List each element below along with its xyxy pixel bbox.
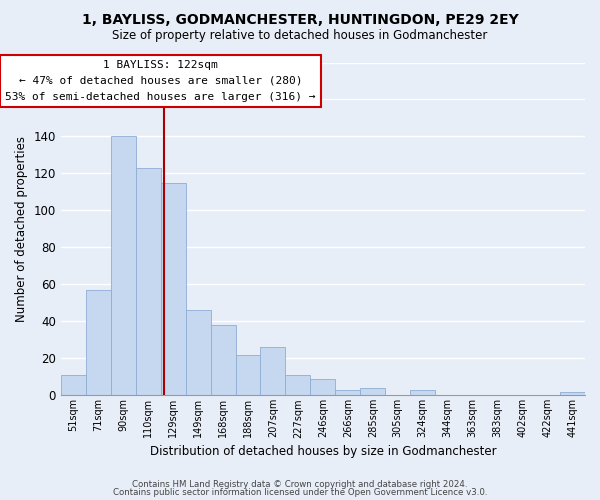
Y-axis label: Number of detached properties: Number of detached properties bbox=[15, 136, 28, 322]
Bar bbox=[410, 390, 435, 396]
Text: 1, BAYLISS, GODMANCHESTER, HUNTINGDON, PE29 2EY: 1, BAYLISS, GODMANCHESTER, HUNTINGDON, P… bbox=[82, 12, 518, 26]
Bar bbox=[161, 182, 185, 396]
Text: Contains HM Land Registry data © Crown copyright and database right 2024.: Contains HM Land Registry data © Crown c… bbox=[132, 480, 468, 489]
Bar bbox=[111, 136, 136, 396]
Bar bbox=[310, 378, 335, 396]
Bar bbox=[361, 388, 385, 396]
Bar bbox=[211, 325, 236, 396]
Text: Size of property relative to detached houses in Godmanchester: Size of property relative to detached ho… bbox=[112, 29, 488, 42]
Text: Contains public sector information licensed under the Open Government Licence v3: Contains public sector information licen… bbox=[113, 488, 487, 497]
Bar bbox=[61, 375, 86, 396]
Bar bbox=[286, 375, 310, 396]
Bar bbox=[335, 390, 361, 396]
X-axis label: Distribution of detached houses by size in Godmanchester: Distribution of detached houses by size … bbox=[149, 444, 496, 458]
Bar bbox=[236, 354, 260, 396]
Bar bbox=[260, 347, 286, 396]
Text: 1 BAYLISS: 122sqm
← 47% of detached houses are smaller (280)
53% of semi-detache: 1 BAYLISS: 122sqm ← 47% of detached hous… bbox=[5, 60, 316, 102]
Bar bbox=[185, 310, 211, 396]
Bar bbox=[136, 168, 161, 396]
Bar bbox=[560, 392, 585, 396]
Bar bbox=[86, 290, 111, 396]
